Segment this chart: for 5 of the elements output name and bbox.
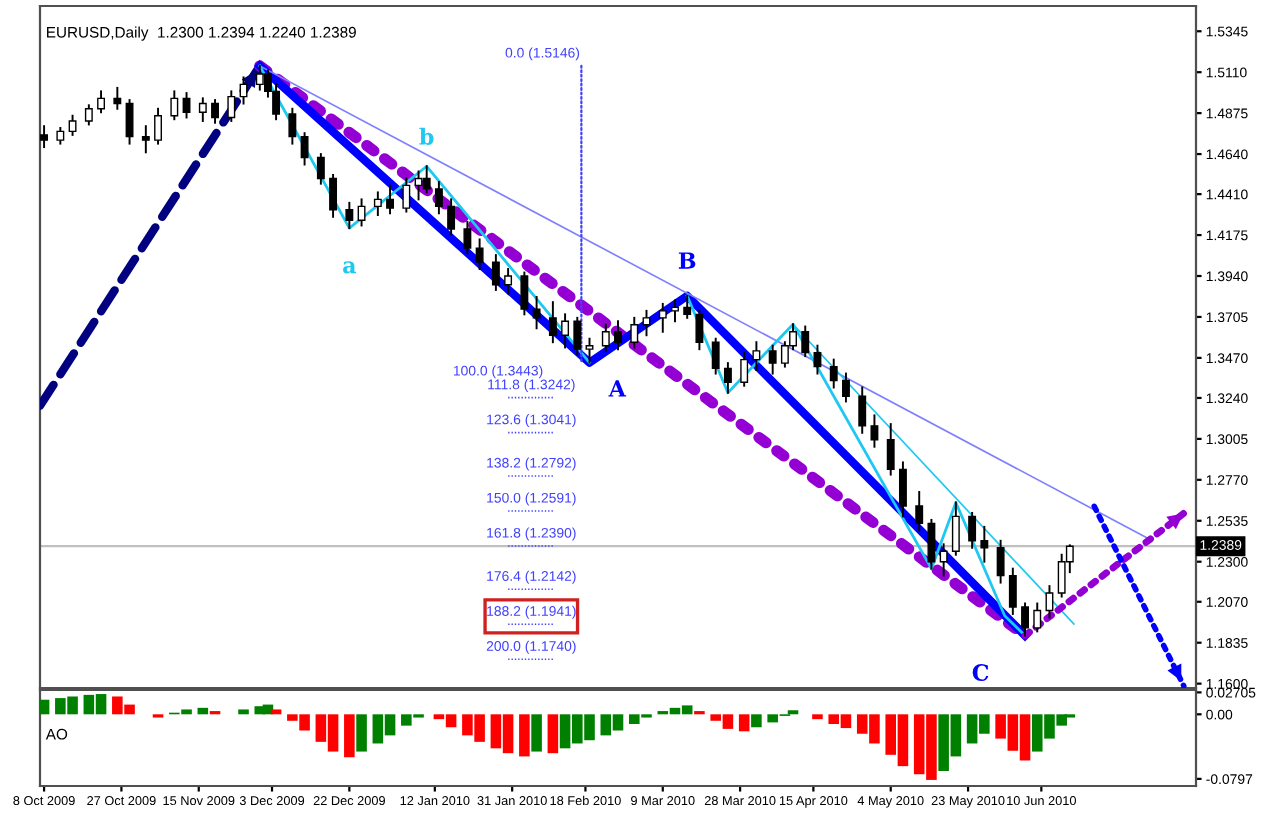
annotation: B	[678, 252, 696, 269]
annotation: C	[972, 664, 989, 681]
annotation: A	[608, 380, 627, 397]
annotation: b	[419, 127, 434, 145]
annotation: a	[343, 261, 357, 274]
